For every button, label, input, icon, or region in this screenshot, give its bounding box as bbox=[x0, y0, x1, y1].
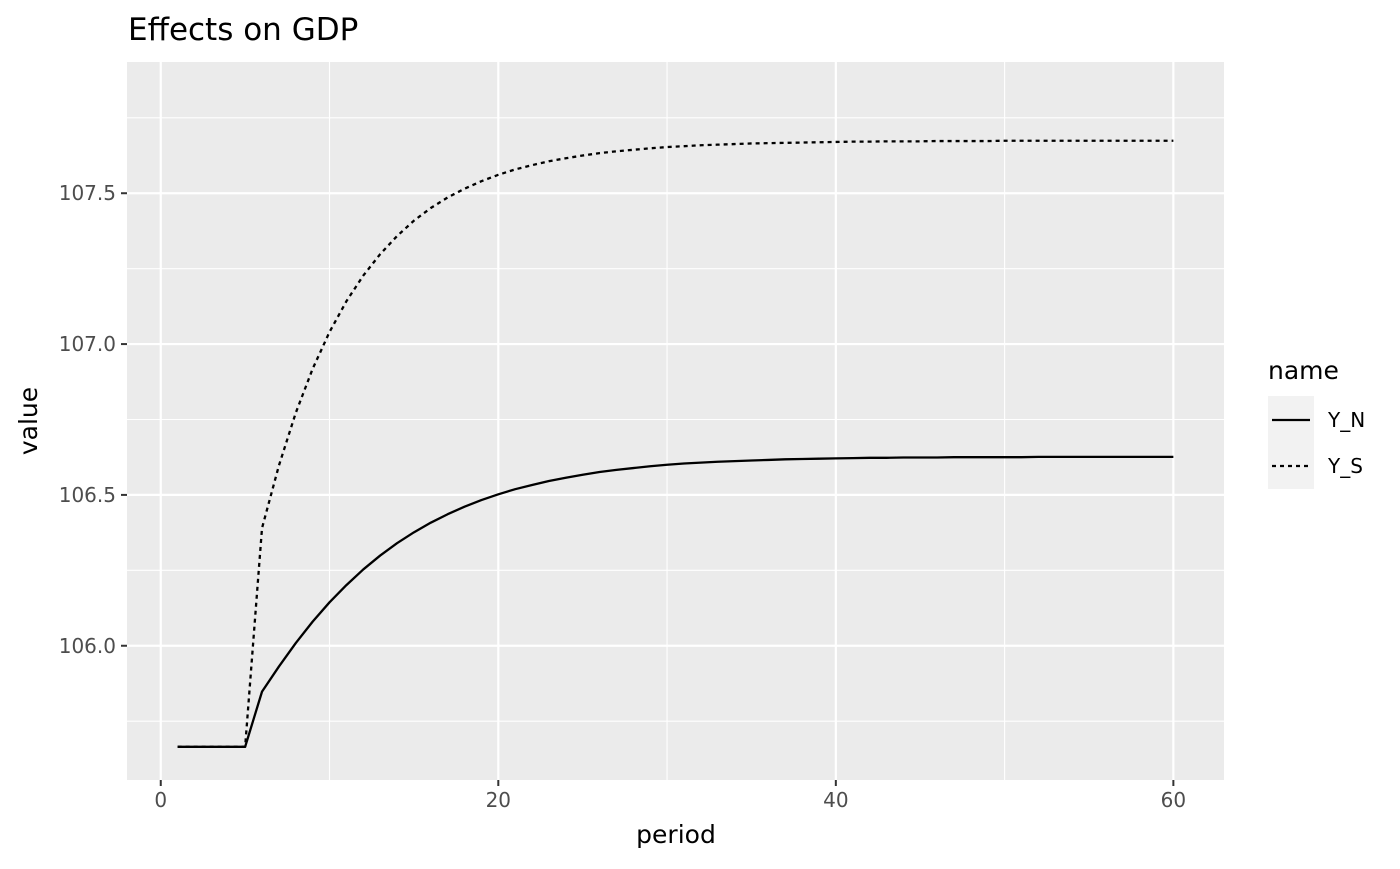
series-line-y-s bbox=[177, 139, 1174, 748]
legend-label: Y_S bbox=[1327, 454, 1363, 478]
y-tick-label: 106.0 bbox=[59, 634, 116, 658]
legend-title: name bbox=[1268, 356, 1339, 385]
series-layer bbox=[177, 139, 1174, 748]
plot-panel bbox=[127, 62, 1224, 780]
chart-title: Effects on GDP bbox=[128, 12, 358, 48]
y-tick-label: 106.5 bbox=[59, 483, 116, 507]
grid-major bbox=[127, 62, 1224, 780]
x-axis: 0 20 40 60 bbox=[154, 780, 1186, 812]
legend-key-background bbox=[1268, 396, 1314, 489]
x-tick-label: 20 bbox=[486, 788, 511, 812]
y-axis: 106.0 106.5 107.0 107.5 bbox=[59, 181, 127, 658]
legend-label: Y_N bbox=[1327, 408, 1365, 432]
x-axis-title: period bbox=[636, 820, 716, 849]
y-tick-label: 107.5 bbox=[59, 181, 116, 205]
series-line-y-n bbox=[177, 455, 1174, 748]
legend: name Y_N Y_S bbox=[1268, 356, 1365, 489]
y-tick-label: 107.0 bbox=[59, 332, 116, 356]
x-tick-label: 40 bbox=[823, 788, 848, 812]
y-axis-title: value bbox=[14, 387, 43, 455]
legend-items: Y_N Y_S bbox=[1272, 408, 1365, 478]
grid-minor bbox=[127, 62, 1224, 780]
x-tick-label: 0 bbox=[154, 788, 167, 812]
x-tick-label: 60 bbox=[1161, 788, 1186, 812]
